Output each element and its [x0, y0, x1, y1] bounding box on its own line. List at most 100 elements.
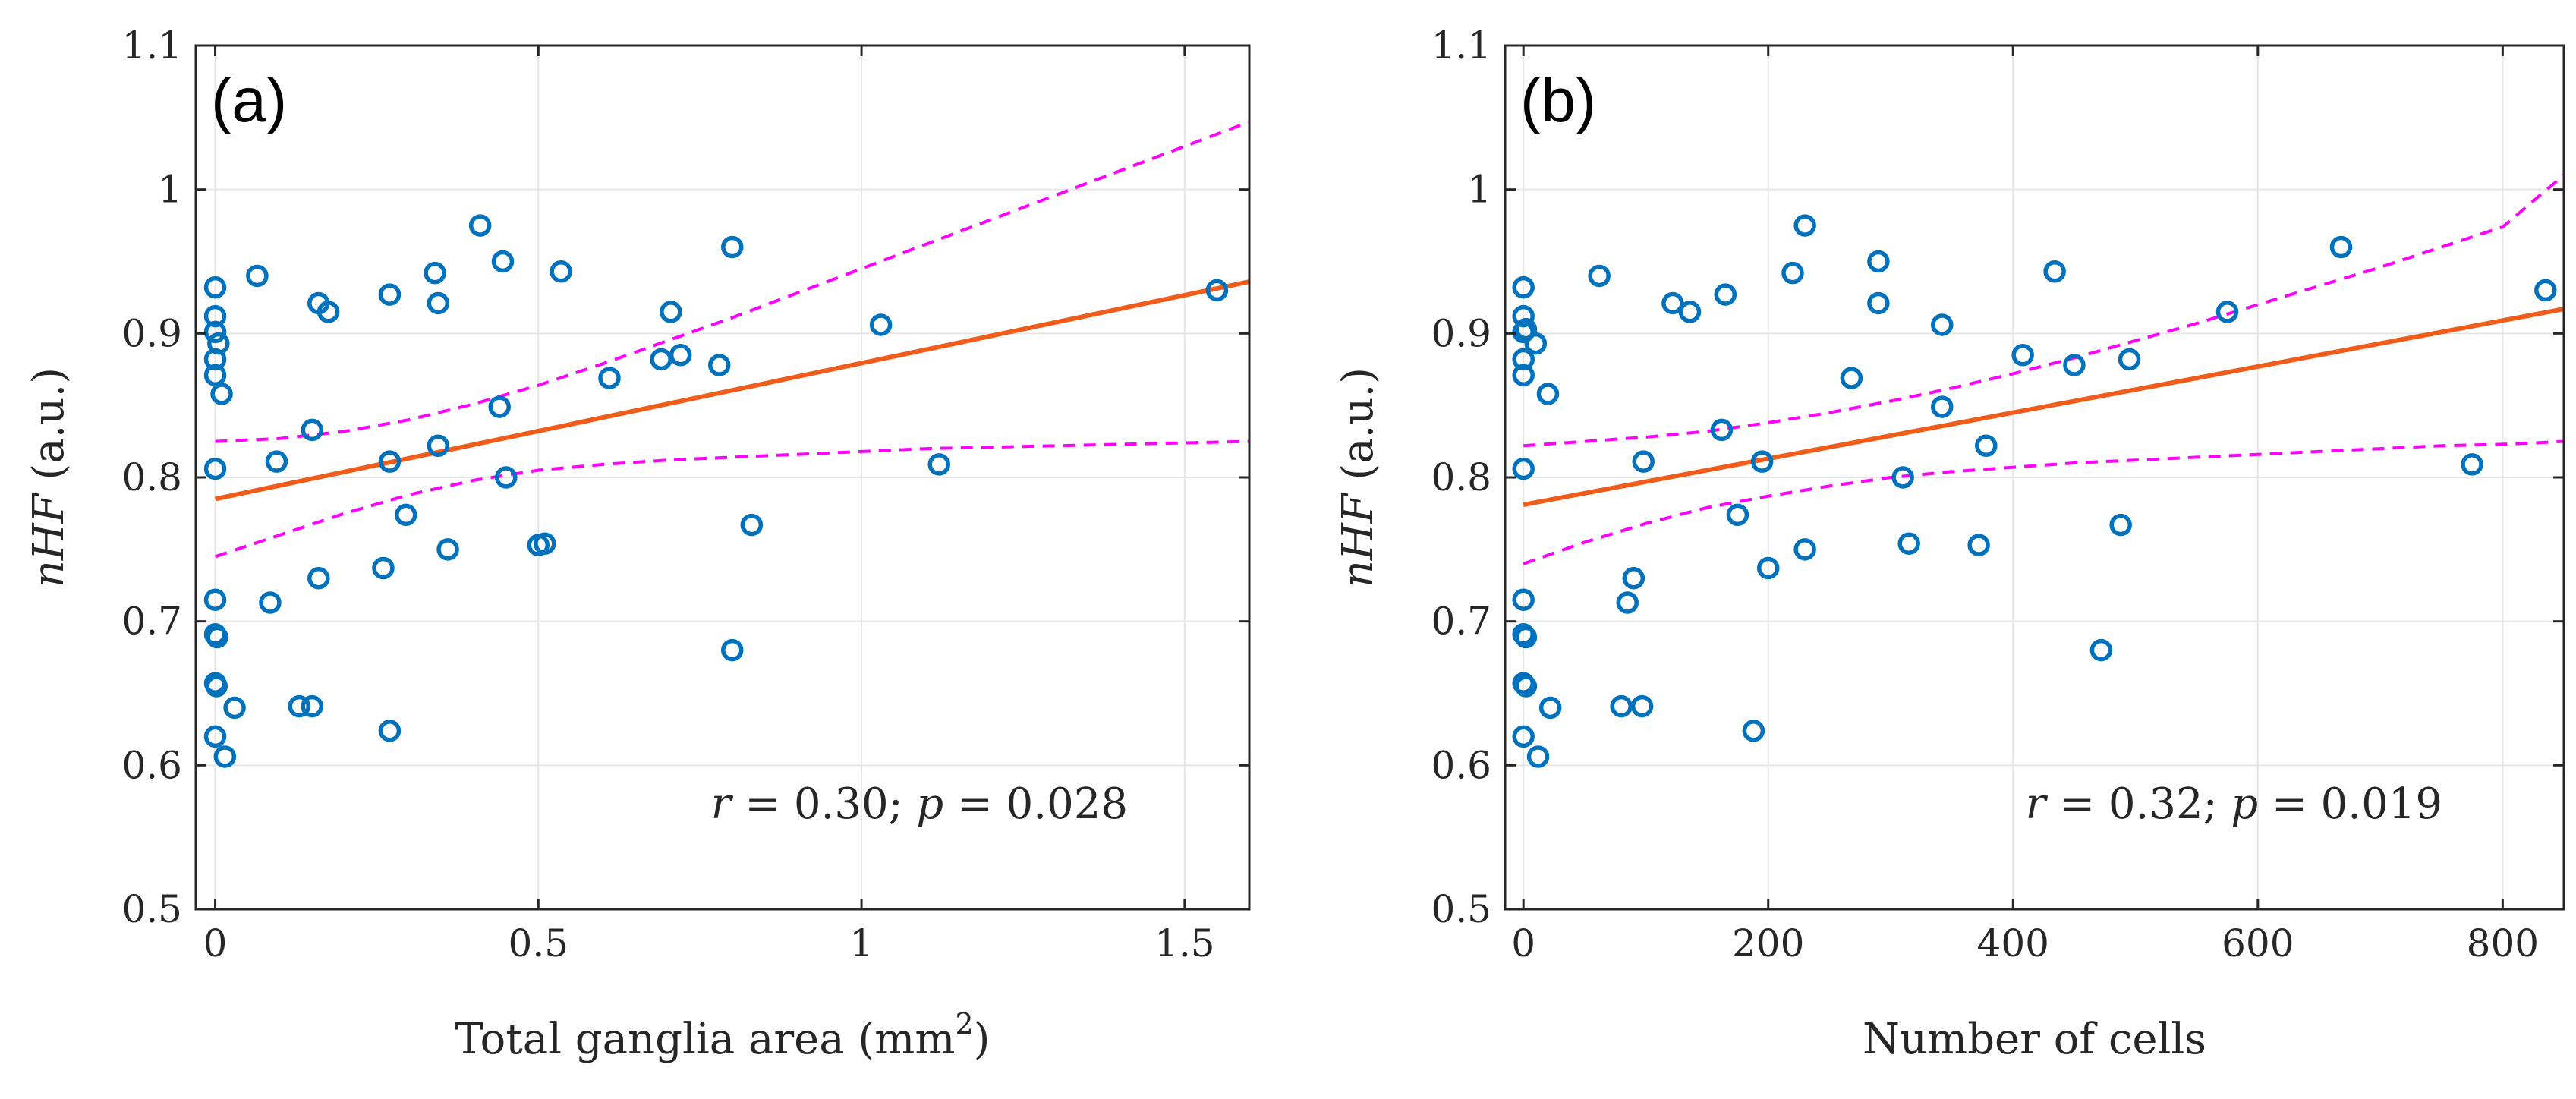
x-tick-label-4: 800	[2467, 921, 2539, 965]
data-point-25	[378, 283, 402, 306]
axes-a	[194, 44, 1251, 911]
data-point-49	[869, 313, 893, 336]
data-point-32	[1793, 214, 1816, 237]
x-axis-label-superscript-a: 2	[955, 1007, 973, 1041]
ci-lower-line	[214, 439, 1250, 559]
ci-upper-line	[1523, 174, 2565, 448]
data-point-51	[1205, 279, 1229, 302]
data-point-2	[203, 320, 227, 344]
data-point-44	[2043, 260, 2066, 283]
y-tick-label-3: 0.8	[1431, 455, 1491, 499]
data-point-33	[1793, 538, 1816, 561]
data-point-14	[213, 745, 237, 768]
data-point-47	[2109, 513, 2132, 537]
x-axis-label-text-a: Total ganglia area (mm	[455, 1015, 955, 1064]
p-symbol-a: p	[916, 779, 943, 829]
data-point-40	[1930, 395, 1954, 418]
x-tick-label-0: 0	[203, 921, 228, 965]
y-tick-label-5: 1	[1467, 168, 1491, 212]
y-tick-label-0: 0.5	[1431, 887, 1491, 931]
data-point-13	[203, 725, 227, 748]
data-point-10	[206, 625, 228, 649]
data-point-49	[2215, 301, 2239, 323]
data-point-48	[2118, 348, 2141, 371]
data-point-35	[1867, 250, 1890, 273]
data-point-43	[660, 301, 682, 323]
data-point-17	[1588, 264, 1611, 288]
y-tick-label-4: 0.9	[1431, 311, 1491, 355]
data-point-8	[203, 588, 227, 611]
data-point-28	[1742, 720, 1765, 742]
data-point-16	[246, 264, 269, 288]
data-point-27	[372, 556, 395, 580]
data-point-30	[1756, 556, 1780, 580]
tick-labels-b: 0 200 400 600 800 0.5 0.6 0.7 0.8 0.9 1 1.1	[1431, 24, 2539, 965]
confidence-band-a	[214, 120, 1250, 559]
data-point-40	[550, 260, 572, 283]
data-point-7	[203, 457, 227, 480]
data-point-19	[288, 694, 310, 718]
data-point-6	[1524, 332, 1548, 355]
data-point-21	[1610, 694, 1633, 718]
data-point-36	[491, 250, 515, 273]
x-tick-label-3: 600	[2222, 921, 2294, 965]
p-value-b: = 0.019	[2258, 779, 2442, 829]
data-point-41	[1967, 534, 1990, 556]
x-axis-label-b: Number of cells	[1863, 1015, 2206, 1064]
data-point-38	[1897, 532, 1920, 555]
data-point-28	[378, 720, 402, 742]
data-point-0	[1512, 276, 1535, 299]
data-point-18	[259, 591, 282, 614]
y-tick-label-6: 1.1	[1431, 24, 1491, 68]
panel-label-b: (b)	[1520, 66, 1596, 135]
tick-labels-a: 0 0.5 1 1.5 0.5 0.6 0.7 0.8 0.9 1 1.1	[121, 24, 1214, 965]
data-point-50	[927, 453, 951, 476]
y-tick-label-0: 0.5	[121, 887, 182, 931]
p-symbol-b: p	[2231, 779, 2258, 829]
y-tick-label-2: 0.7	[121, 600, 182, 644]
data-point-37	[1891, 466, 1914, 489]
regression-line	[214, 279, 1250, 502]
r-symbol-a: r	[711, 779, 734, 829]
data-point-15	[223, 696, 246, 720]
data-point-42	[650, 348, 672, 371]
scatter-points-b	[1512, 214, 2557, 768]
x-tick-label-2: 400	[1977, 921, 2049, 965]
data-point-43	[2011, 344, 2034, 367]
data-point-14	[1512, 725, 1535, 748]
r-value-a: = 0.30;	[731, 779, 916, 829]
r-value-b: = 0.32;	[2045, 779, 2231, 829]
data-point-36	[1867, 291, 1890, 315]
y-tick-label-2: 0.7	[1431, 600, 1491, 644]
data-point-17	[265, 450, 288, 473]
data-point-41	[598, 367, 621, 389]
data-point-32	[427, 434, 450, 458]
fit-line-a	[214, 279, 1250, 502]
data-point-34	[468, 214, 492, 237]
data-point-7	[1536, 383, 1560, 405]
r-symbol-b: r	[2026, 779, 2049, 829]
data-point-29	[394, 503, 417, 527]
regression-line	[1523, 307, 2565, 507]
y-axis-label-italic-a: nHF	[24, 492, 74, 587]
scatter-points-a	[203, 214, 1229, 768]
data-point-31	[427, 291, 450, 315]
axes-b	[1504, 44, 2565, 911]
data-point-35	[488, 395, 511, 418]
data-point-33	[436, 538, 459, 561]
data-point-22	[1630, 694, 1654, 718]
x-tick-label-2: 1	[849, 921, 874, 965]
y-tick-label-1: 0.6	[121, 743, 182, 787]
data-point-21	[301, 418, 324, 442]
data-point-45	[2063, 354, 2086, 376]
data-point-19	[1616, 591, 1639, 614]
data-point-26	[378, 450, 402, 473]
data-point-20	[1622, 567, 1645, 590]
y-tick-label-1: 0.6	[1431, 743, 1491, 787]
data-point-45	[707, 354, 731, 376]
y-axis-label-b: nHF (a.u.)	[1334, 367, 1383, 587]
data-point-51	[2461, 453, 2483, 476]
data-point-12	[205, 675, 228, 698]
data-point-0	[203, 276, 227, 299]
